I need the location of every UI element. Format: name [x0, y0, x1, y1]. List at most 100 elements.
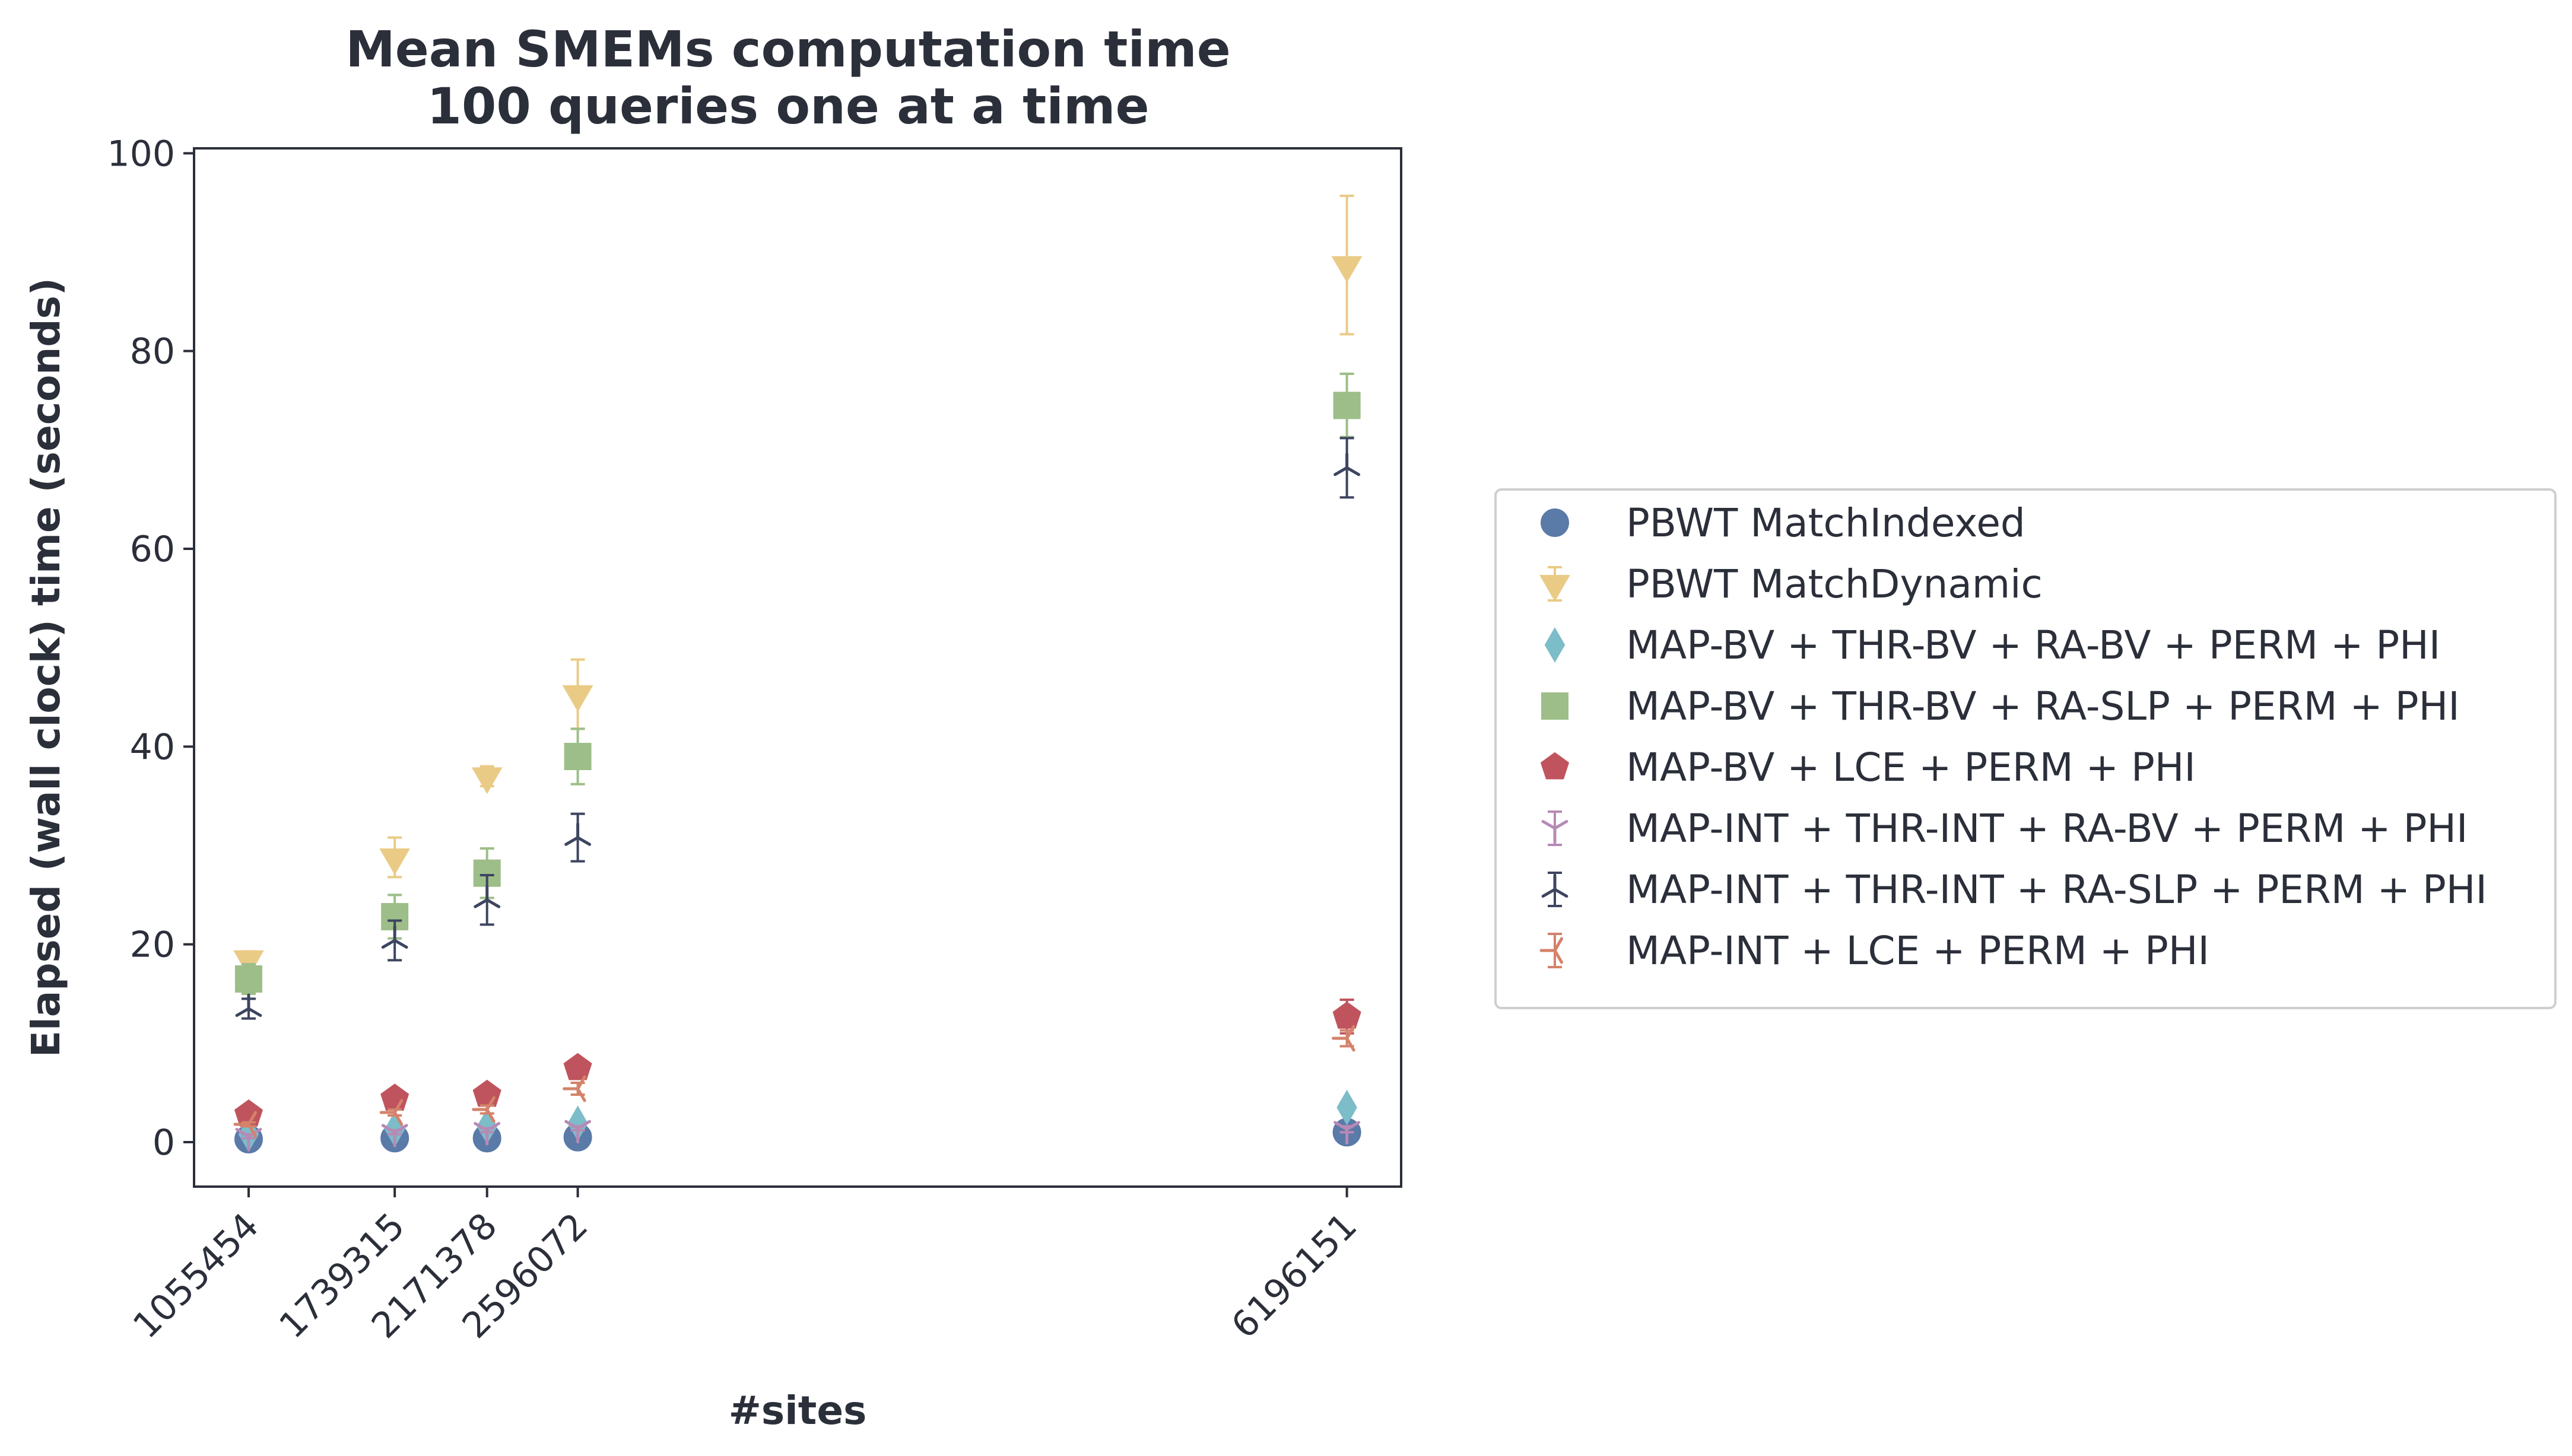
- x-tick-label: 1055454: [125, 1205, 266, 1346]
- marker-arm: [1553, 820, 1568, 830]
- legend-label: MAP-INT + THR-INT + RA-SLP + PERM + PHI: [1626, 867, 2487, 913]
- data-point: [472, 1096, 496, 1123]
- legend-item-1: PBWT MatchIndexed: [1541, 500, 2025, 546]
- legend-label: MAP-BV + THR-BV + RA-SLP + PERM + PHI: [1626, 684, 2460, 729]
- data-point: [472, 1079, 501, 1107]
- legend-item-3: MAP-BV + THR-BV + RA-BV + PERM + PHI: [1544, 622, 2440, 668]
- data-point: [567, 1105, 588, 1142]
- data-point: [381, 925, 408, 949]
- series-4: [234, 373, 1361, 995]
- marker-arm: [1333, 1121, 1349, 1131]
- data-point: [234, 965, 262, 993]
- series-1: [234, 1118, 1361, 1153]
- legend-marker: [1541, 692, 1568, 720]
- marker-arm: [485, 1096, 496, 1111]
- data-point: [1333, 1121, 1361, 1145]
- marker-arm: [576, 1087, 586, 1102]
- data-point: [564, 743, 592, 770]
- data-point: [471, 767, 503, 794]
- legend-item-5: MAP-BV + LCE + PERM + PHI: [1540, 745, 2196, 790]
- marker-arm: [474, 898, 489, 908]
- marker-arm: [235, 1007, 250, 1017]
- legend-item-7: MAP-INT + THR-INT + RA-SLP + PERM + PHI: [1541, 867, 2487, 913]
- marker-arm: [564, 1120, 580, 1130]
- data-point: [477, 1108, 497, 1145]
- marker-arm: [1345, 1121, 1361, 1131]
- data-point: [1336, 1089, 1357, 1126]
- marker-arm: [1541, 888, 1557, 898]
- y-tick-label: 0: [153, 1122, 175, 1163]
- marker-arm: [381, 1124, 396, 1134]
- legend-item-6: MAP-INT + THR-INT + RA-BV + PERM + PHI: [1541, 806, 2468, 851]
- marker-arm: [1345, 466, 1361, 476]
- data-point: [562, 685, 593, 712]
- legend-label: MAP-INT + THR-INT + RA-BV + PERM + PHI: [1626, 806, 2468, 851]
- marker-arm: [1553, 949, 1563, 964]
- marker-arm: [485, 1108, 496, 1123]
- legend-marker: [1544, 627, 1566, 663]
- data-point: [1332, 1025, 1355, 1052]
- marker-arm: [393, 1099, 404, 1114]
- series-5: [234, 999, 1361, 1127]
- marker-arm: [1333, 466, 1349, 476]
- legend-marker: [1540, 752, 1570, 780]
- marker-arm: [1553, 888, 1568, 898]
- y-tick-label: 60: [130, 529, 175, 570]
- legend-label: MAP-BV + LCE + PERM + PHI: [1626, 745, 2196, 790]
- marker-arm: [381, 939, 396, 949]
- marker-arm: [485, 898, 501, 908]
- legend-item-4: MAP-BV + THR-BV + RA-SLP + PERM + PHI: [1541, 684, 2460, 729]
- marker-arm: [576, 836, 592, 846]
- data-point: [564, 822, 592, 846]
- marker-arm: [247, 1123, 257, 1138]
- marker-arm: [393, 1124, 408, 1134]
- marker-arm: [564, 836, 580, 846]
- marker-arm: [485, 1122, 501, 1132]
- data-point: [474, 885, 501, 908]
- data-point: [1332, 1002, 1361, 1029]
- x-axis-label: #sites: [729, 1388, 867, 1433]
- legend-box: [1494, 488, 2557, 1009]
- chart-title-line-2: 100 queries one at a time: [427, 77, 1149, 135]
- data-point: [1333, 392, 1361, 419]
- data-point: [1331, 256, 1363, 283]
- plot-frame: [193, 147, 1402, 1188]
- legend-item-8: MAP-INT + LCE + PERM + PHI: [1539, 928, 2209, 974]
- data-point: [234, 1099, 263, 1127]
- series-2: [233, 195, 1363, 977]
- series-7: [235, 437, 1361, 1020]
- y-axis-label: Elapsed (wall clock) time (seconds): [23, 278, 69, 1057]
- legend-marker: [1541, 508, 1569, 537]
- series-8: [233, 1025, 1355, 1138]
- marker-arm: [1345, 1025, 1355, 1040]
- y-tick-label: 20: [130, 924, 175, 966]
- legend-item-2: PBWT MatchDynamic: [1539, 561, 2043, 607]
- data-point: [563, 1075, 586, 1102]
- legend-marker: [1539, 937, 1563, 964]
- data-point: [474, 1122, 501, 1146]
- data-point: [379, 1099, 404, 1126]
- marker-arm: [576, 1120, 592, 1130]
- data-point: [381, 1124, 408, 1147]
- chart-title-line-1: Mean SMEMs computation time: [345, 20, 1231, 78]
- data-point: [379, 848, 410, 875]
- marker-arm: [393, 939, 408, 949]
- legend-marker: [1541, 874, 1568, 898]
- legend-label: MAP-BV + THR-BV + RA-BV + PERM + PHI: [1626, 622, 2440, 668]
- y-tick-label: 80: [130, 331, 175, 373]
- data-point: [563, 1053, 592, 1080]
- legend-label: MAP-INT + LCE + PERM + PHI: [1626, 928, 2209, 974]
- marker-arm: [576, 1075, 586, 1091]
- marker-arm: [247, 1111, 257, 1126]
- marker-arm: [1541, 820, 1557, 830]
- marker-arm: [235, 1128, 250, 1138]
- y-tick-label: 40: [130, 726, 175, 768]
- y-tick-label: 100: [107, 133, 175, 174]
- data-point: [233, 1111, 257, 1138]
- data-point: [380, 1083, 409, 1111]
- marker-arm: [247, 1007, 262, 1017]
- x-tick-label: 6196151: [1224, 1205, 1365, 1346]
- marker-arm: [393, 1111, 404, 1126]
- marker-arm: [1553, 937, 1563, 952]
